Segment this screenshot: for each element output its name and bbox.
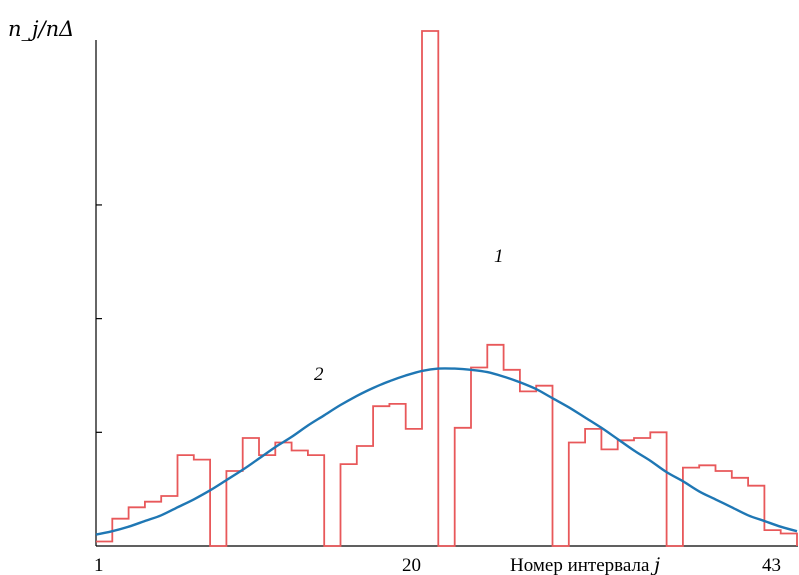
x-tick-label-20: 20 [402, 555, 421, 575]
y-ticks [96, 204, 102, 433]
x-axis-label-text: Номер интервала [510, 555, 650, 575]
y-axis-label: n_j/nΔ [8, 17, 74, 41]
x-tick-label-43: 43 [762, 555, 781, 575]
annotation-series-1: 1 [494, 246, 504, 267]
x-axis-label: Номер интервала j [510, 554, 660, 575]
annotation-series-2: 2 [314, 364, 324, 385]
x-tick-label-1: 1 [94, 555, 104, 575]
series-2-curve [95, 367, 798, 536]
series-1-histogram [96, 30, 798, 547]
x-axis-label-var: j [650, 554, 660, 575]
